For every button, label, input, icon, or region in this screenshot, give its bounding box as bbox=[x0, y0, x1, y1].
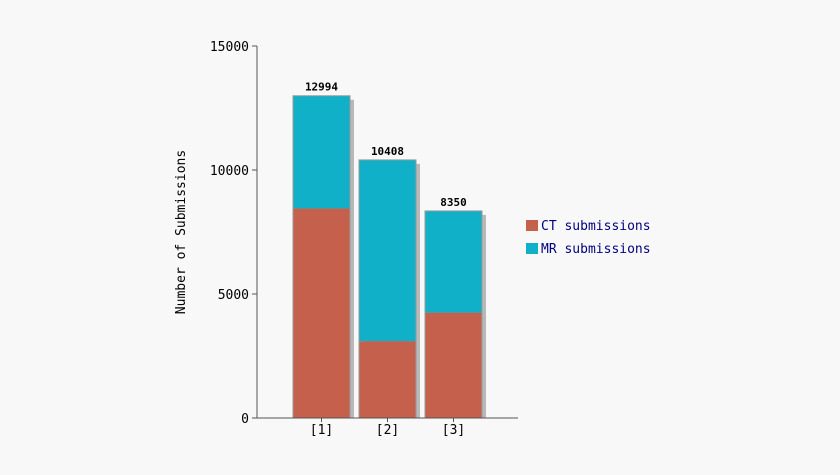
y-tick-label: 10000 bbox=[210, 164, 249, 179]
bar-total-labels: 12994 10408 8350 bbox=[305, 81, 467, 209]
bars bbox=[292, 95, 483, 419]
y-tick-label: 5000 bbox=[218, 288, 249, 303]
y-axis-label: Number of Submissions bbox=[174, 150, 189, 314]
bar-segment-ct bbox=[359, 341, 416, 418]
legend-swatch bbox=[526, 220, 538, 231]
legend-swatch bbox=[526, 243, 538, 254]
legend-label: MR submissions bbox=[541, 242, 651, 257]
legend: CT submissions MR submissions bbox=[526, 219, 651, 257]
x-tick-label: [1] bbox=[310, 423, 333, 438]
bar-total-label: 12994 bbox=[305, 81, 338, 94]
x-tick-label: [2] bbox=[376, 423, 399, 438]
x-tick-label: [3] bbox=[442, 423, 465, 438]
bar-segment-ct bbox=[293, 208, 350, 418]
bar-segment-ct bbox=[425, 312, 482, 418]
bar-total-label: 10408 bbox=[371, 145, 404, 158]
bar-segment-mr bbox=[425, 210, 482, 313]
bar-segment-mr bbox=[293, 95, 350, 209]
legend-label: CT submissions bbox=[541, 219, 651, 234]
bar-total-label: 8350 bbox=[440, 196, 467, 209]
axes: [1] [2] [3] 0 5000 10000 15000 bbox=[210, 40, 518, 438]
y-tick-label: 0 bbox=[241, 412, 249, 427]
bar-segment-mr bbox=[359, 159, 416, 342]
y-tick-label: 15000 bbox=[210, 40, 249, 55]
